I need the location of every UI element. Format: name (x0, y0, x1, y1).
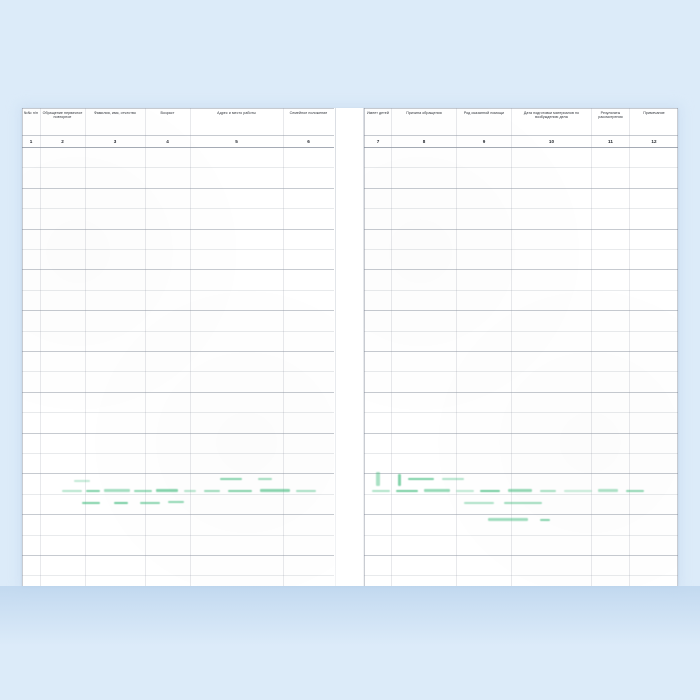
column-numbers-left: 1 2 3 4 5 6 (22, 136, 334, 147)
column-header-10: Дата подготовки материалов по возбуждени… (511, 110, 591, 134)
column-number-4: 4 (145, 137, 190, 147)
horizontal-rules-right (364, 108, 678, 586)
horizontal-rules-left (22, 108, 334, 586)
column-number-11: 11 (591, 137, 629, 147)
column-headers-right: Имеет детей Причина обращения Род оказан… (364, 108, 678, 135)
scan-canvas: №№ п/п Обращение первичное повторное Фам… (0, 0, 700, 700)
column-number-8: 8 (391, 137, 456, 147)
column-number-12: 12 (629, 137, 678, 147)
column-header-4: Возраст (145, 110, 190, 134)
book-gutter (335, 108, 365, 586)
column-header-9: Род оказанной помощи (456, 110, 511, 134)
ledger-page-left: №№ п/п Обращение первичное повторное Фам… (22, 108, 335, 586)
bottom-vignette (0, 586, 700, 646)
column-numbers-right: 7 8 9 10 11 12 (364, 136, 678, 147)
column-number-1: 1 (22, 137, 40, 147)
ledger-page-right: Имеет детей Причина обращения Род оказан… (364, 108, 678, 586)
column-number-9: 9 (456, 137, 511, 147)
column-number-3: 3 (85, 137, 145, 147)
column-header-11: Результаты рассмотрения (591, 110, 629, 134)
ledger-spread: №№ п/п Обращение первичное повторное Фам… (22, 108, 678, 586)
column-number-5: 5 (190, 137, 283, 147)
column-number-7: 7 (364, 137, 391, 147)
paper-grain-right (364, 108, 678, 586)
column-number-2: 2 (40, 137, 85, 147)
column-header-7: Имеет детей (364, 110, 391, 134)
column-header-1: №№ п/п (22, 110, 40, 134)
vertical-rules-right (364, 108, 678, 586)
column-header-3: Фамилия, имя, отчество (85, 110, 145, 134)
column-number-6: 6 (283, 137, 334, 147)
column-header-12: Примечание (629, 110, 678, 134)
column-header-5: Адрес и место работы (190, 110, 283, 134)
vertical-rules-left (22, 108, 334, 586)
column-header-8: Причина обращения (391, 110, 456, 134)
column-number-10: 10 (511, 137, 591, 147)
column-header-2: Обращение первичное повторное (40, 110, 85, 134)
paper-grain-left (22, 108, 334, 586)
column-header-6: Семейное положение (283, 110, 334, 134)
column-headers-left: №№ п/п Обращение первичное повторное Фам… (22, 108, 334, 135)
